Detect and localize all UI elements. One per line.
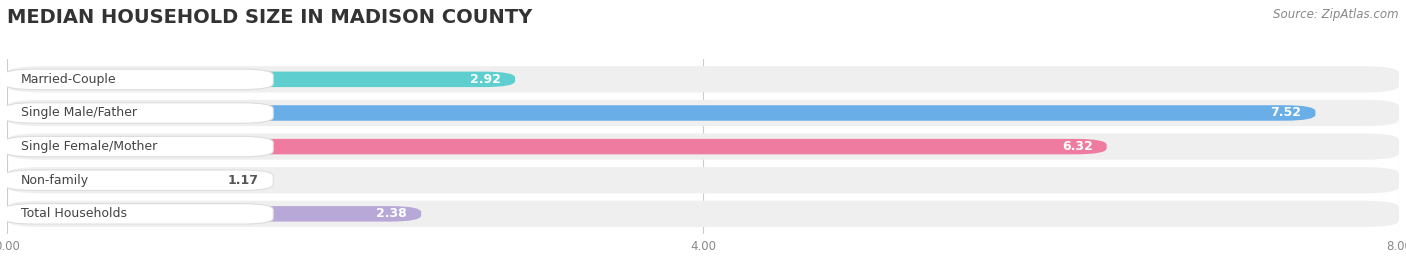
Text: MEDIAN HOUSEHOLD SIZE IN MADISON COUNTY: MEDIAN HOUSEHOLD SIZE IN MADISON COUNTY <box>7 8 533 27</box>
FancyBboxPatch shape <box>4 136 273 157</box>
Text: Single Female/Mother: Single Female/Mother <box>21 140 157 153</box>
FancyBboxPatch shape <box>4 170 273 190</box>
Text: 7.52: 7.52 <box>1271 107 1302 119</box>
FancyBboxPatch shape <box>7 206 422 222</box>
Text: Total Households: Total Households <box>21 207 127 220</box>
FancyBboxPatch shape <box>7 133 1399 160</box>
FancyBboxPatch shape <box>4 69 273 90</box>
FancyBboxPatch shape <box>7 100 1399 126</box>
FancyBboxPatch shape <box>7 167 1399 193</box>
FancyBboxPatch shape <box>7 105 1316 121</box>
FancyBboxPatch shape <box>7 72 515 87</box>
FancyBboxPatch shape <box>7 139 1107 154</box>
Text: 1.17: 1.17 <box>228 174 259 187</box>
Text: Married-Couple: Married-Couple <box>21 73 117 86</box>
Text: Source: ZipAtlas.com: Source: ZipAtlas.com <box>1274 8 1399 21</box>
Text: 6.32: 6.32 <box>1062 140 1092 153</box>
Text: 2.38: 2.38 <box>377 207 408 220</box>
Text: Single Male/Father: Single Male/Father <box>21 107 136 119</box>
Text: Non-family: Non-family <box>21 174 89 187</box>
FancyBboxPatch shape <box>4 204 273 224</box>
FancyBboxPatch shape <box>7 172 211 188</box>
FancyBboxPatch shape <box>4 103 273 123</box>
FancyBboxPatch shape <box>7 66 1399 93</box>
FancyBboxPatch shape <box>7 201 1399 227</box>
Text: 2.92: 2.92 <box>470 73 501 86</box>
